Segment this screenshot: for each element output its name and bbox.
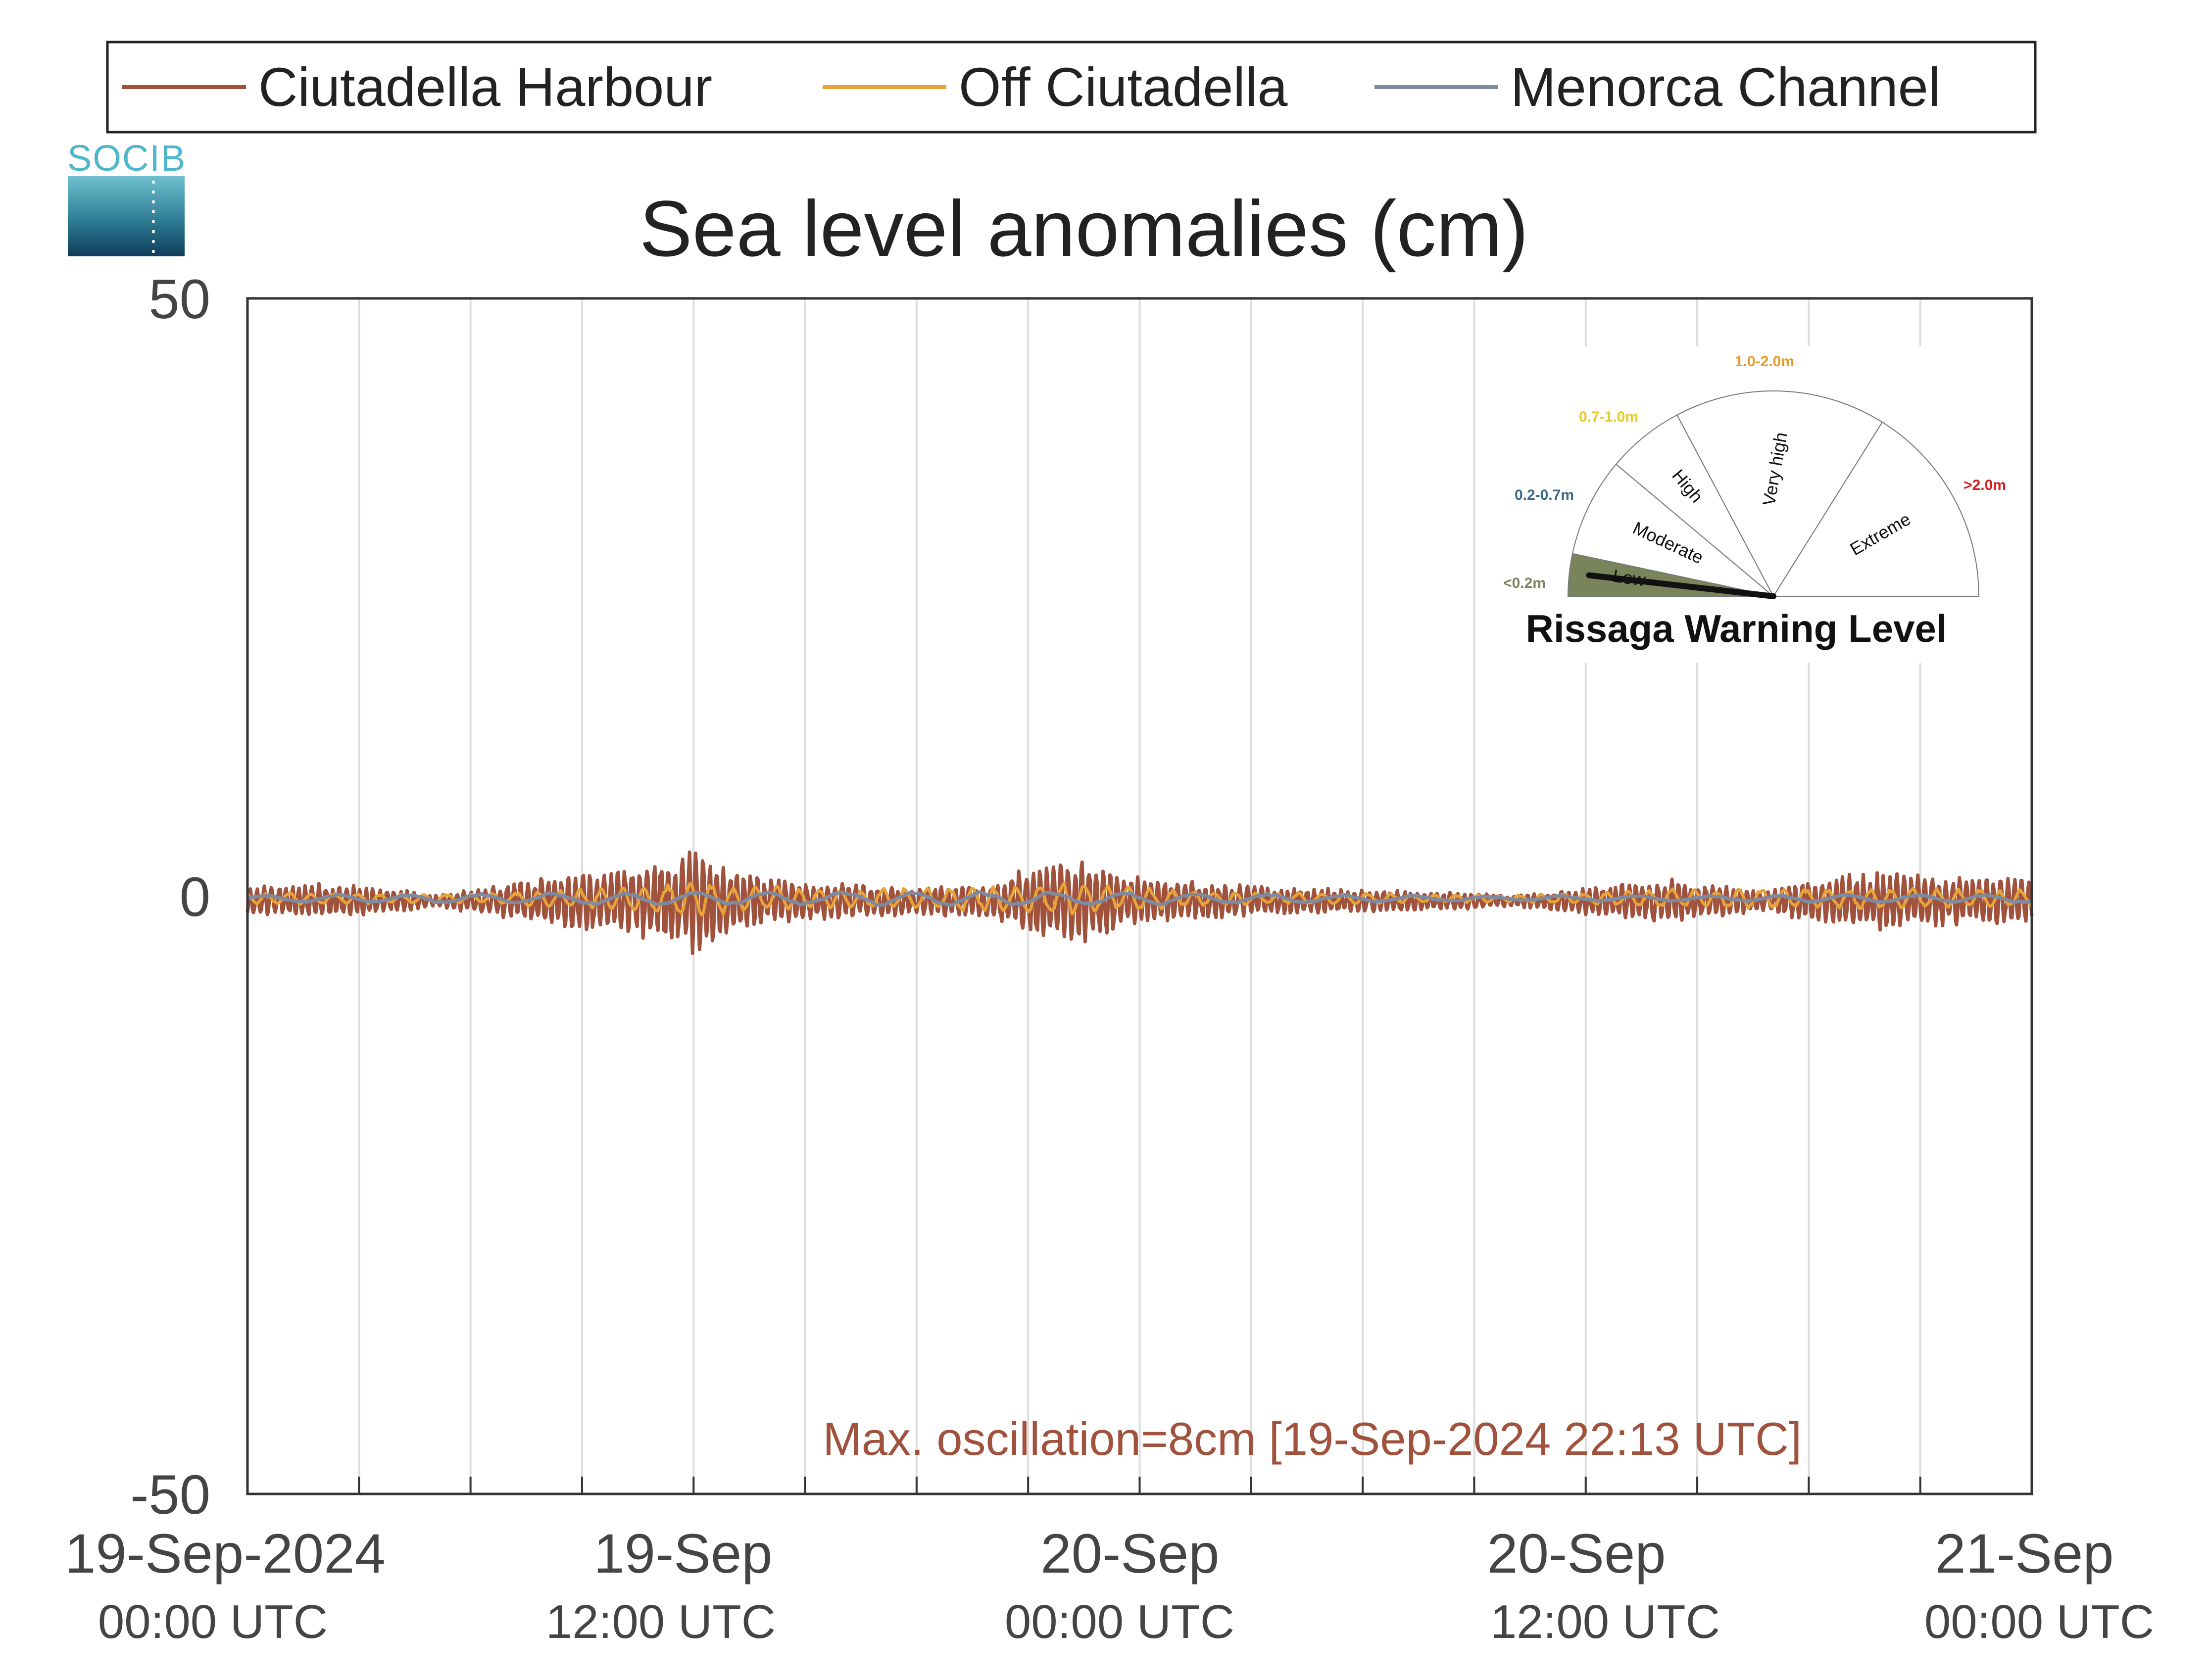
x-tick-label-3: 20-Sep — [1040, 1523, 1219, 1584]
x-tick-sub-1: 00:00 UTC — [98, 1595, 328, 1648]
tick-marks — [358, 1477, 1921, 1494]
gauge-range-low: <0.2m — [1503, 575, 1546, 591]
gauge-sector-moderate — [1571, 463, 1774, 597]
gauge-range-high: 0.7-1.0m — [1579, 409, 1638, 425]
gauge-sector-extreme — [1772, 421, 1980, 597]
x-tick-sub-5: 00:00 UTC — [1924, 1595, 2154, 1648]
x-axis: 19-Sep-2024 00:00 UTC 19-Sep 12:00 UTC 2… — [65, 1523, 2154, 1648]
y-tick-label-minus50: -50 — [130, 1464, 210, 1526]
series-line-3 — [247, 890, 2032, 907]
chart-title: Sea level anomalies (cm) — [639, 184, 1528, 273]
series-lines — [245, 850, 2034, 955]
rissaga-gauge: Low Moderate High Very high Extreme <0.2… — [1485, 346, 2019, 663]
gauge-sector-high — [1615, 414, 1774, 597]
legend-label-3: Menorca Channel — [1511, 57, 1940, 118]
plot-area — [245, 297, 2034, 1495]
gauge-range-extreme: >2.0m — [1964, 477, 2006, 493]
legend-entry-1: Ciutadella Harbour — [122, 57, 712, 118]
x-tick-label-5: 21-Sep — [1935, 1523, 2113, 1584]
x-tick-label-2: 19-Sep — [593, 1523, 772, 1584]
x-tick-label-4: 20-Sep — [1487, 1523, 1666, 1584]
y-tick-label-0: 0 — [180, 866, 210, 928]
legend-entry-2: Off Ciutadella — [823, 57, 1288, 118]
series-line-2 — [246, 881, 2033, 916]
legend-box — [106, 41, 2037, 134]
gauge-title: Rissaga Warning Level — [1525, 607, 1947, 650]
legend: Ciutadella Harbour Off Ciutadella Menorc… — [106, 41, 2037, 134]
logo-text: SOCIB — [67, 138, 186, 179]
gauge-needle — [1586, 572, 1776, 599]
y-axis: 50 0 -50 — [130, 268, 210, 1526]
legend-entry-3: Menorca Channel — [1374, 57, 1940, 118]
gauge-range-very-high: 1.0-2.0m — [1735, 353, 1794, 370]
x-tick-sub-2: 12:00 UTC — [546, 1595, 776, 1648]
gauge-sector-very-high — [1676, 390, 1883, 597]
x-tick-sub-4: 12:00 UTC — [1490, 1595, 1720, 1648]
x-tick-label-1: 19-Sep-2024 — [65, 1523, 386, 1584]
max-oscillation-annotation: Max. oscillation=8cm [19-Sep-2024 22:13 … — [823, 1413, 1802, 1465]
socib-logo: SOCIB — [67, 138, 186, 256]
x-tick-sub-3: 00:00 UTC — [1005, 1595, 1234, 1648]
gauge-range-moderate: 0.2-0.7m — [1515, 487, 1574, 503]
y-tick-label-50: 50 — [148, 268, 210, 330]
series-line-1 — [245, 850, 2034, 955]
logo-block — [68, 176, 185, 256]
legend-label-2: Off Ciutadella — [959, 57, 1288, 118]
legend-label-1: Ciutadella Harbour — [258, 57, 712, 118]
